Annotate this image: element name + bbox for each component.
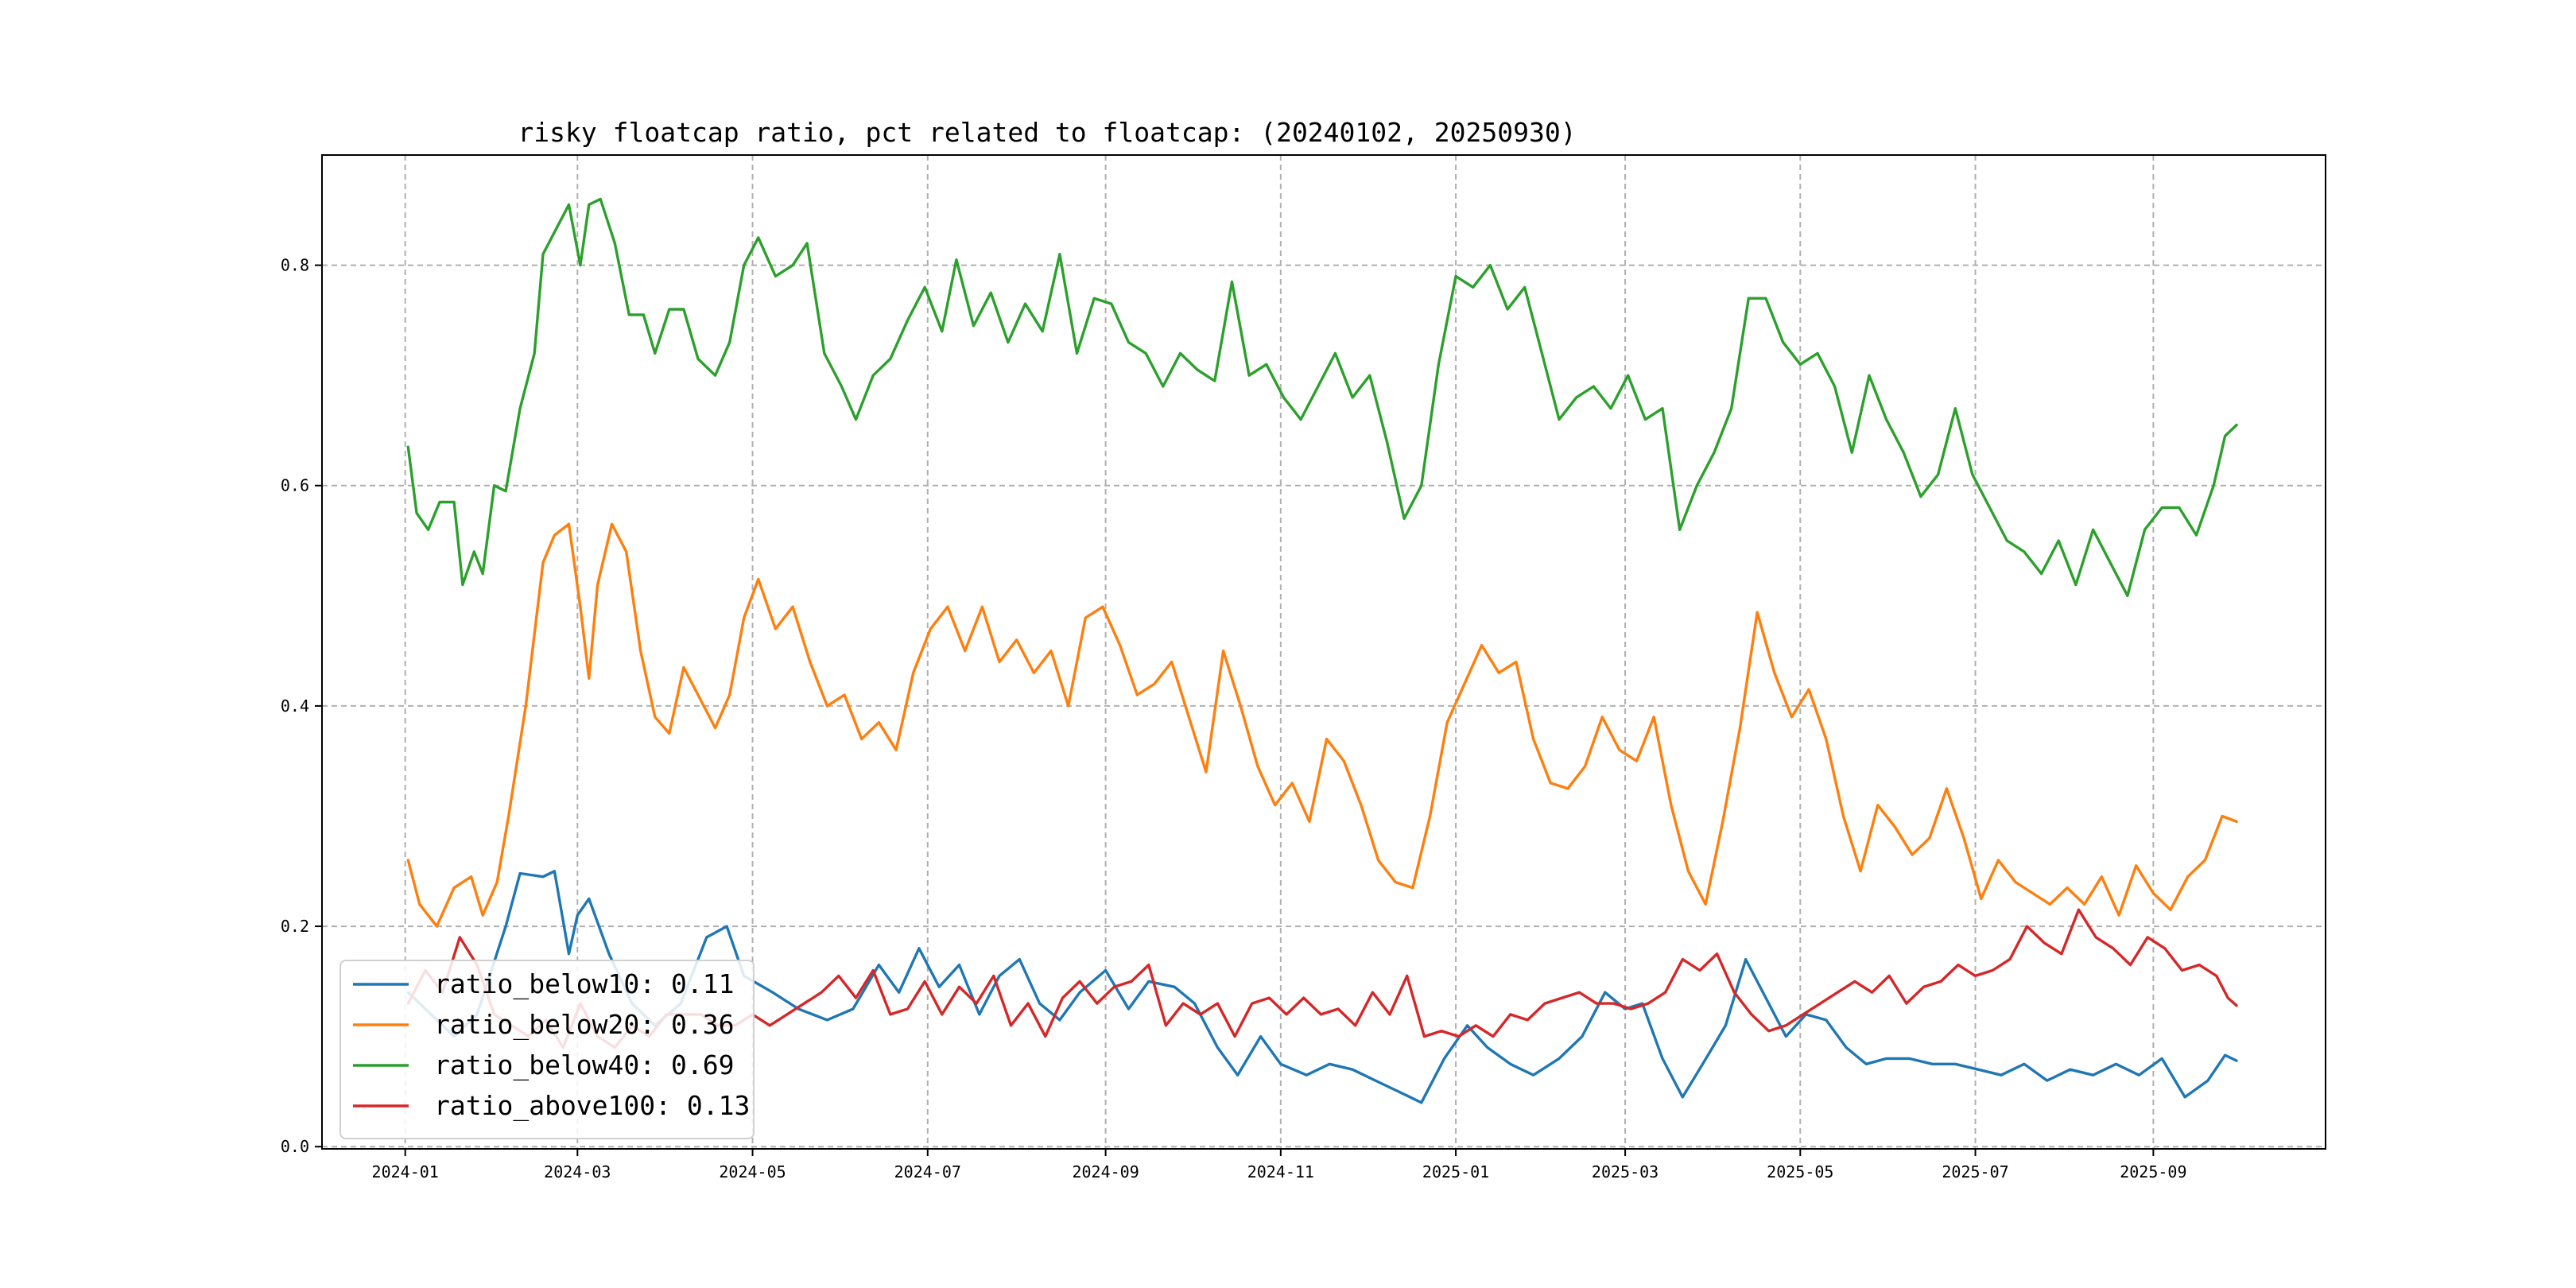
grid bbox=[322, 155, 2326, 1149]
legend-label-ratio_below10: ratio_below10: 0.11 bbox=[434, 968, 735, 1000]
y-tick-label: 0.6 bbox=[281, 476, 309, 495]
x-tick-label: 2025-01 bbox=[1422, 1162, 1489, 1181]
series-line-ratio_below40 bbox=[406, 197, 2238, 597]
legend-label-ratio_above100: ratio_above100: 0.13 bbox=[434, 1090, 750, 1122]
x-tick-label: 2024-01 bbox=[372, 1162, 439, 1181]
x-tick-label: 2025-05 bbox=[1767, 1162, 1833, 1181]
legend-label-ratio_below40: ratio_below40: 0.69 bbox=[434, 1049, 735, 1081]
x-tick-label: 2024-11 bbox=[1247, 1162, 1314, 1181]
y-tick-label: 0.2 bbox=[281, 917, 309, 936]
y-tick-label: 0.4 bbox=[281, 696, 309, 716]
series-line-ratio_below20 bbox=[406, 522, 2238, 928]
chart-title: risky floatcap ratio, pct related to flo… bbox=[518, 117, 1576, 148]
plot-frame bbox=[321, 154, 2326, 1150]
legend: ratio_below10: 0.11 ratio_below20: 0.36 ra… bbox=[339, 960, 755, 1139]
axes: 2024-01 2024-03 2024-05 2024-07 2024-09 2024-… bbox=[281, 256, 2187, 1181]
x-tick-label: 2025-09 bbox=[2120, 1162, 2186, 1181]
legend-label-ratio_below20: ratio_below20: 0.36 bbox=[434, 1009, 735, 1041]
x-tick-label: 2025-03 bbox=[1592, 1162, 1658, 1181]
y-tick-label: 0.0 bbox=[281, 1137, 309, 1156]
x-tick-label: 2025-07 bbox=[1942, 1162, 2008, 1181]
x-tick-label: 2024-05 bbox=[719, 1162, 786, 1181]
x-tick-label: 2024-09 bbox=[1072, 1162, 1139, 1181]
legend-box bbox=[339, 960, 755, 1139]
y-tick-label: 0.8 bbox=[281, 256, 309, 275]
x-tick-label: 2024-07 bbox=[894, 1162, 961, 1181]
x-tick-label: 2024-03 bbox=[544, 1162, 611, 1181]
